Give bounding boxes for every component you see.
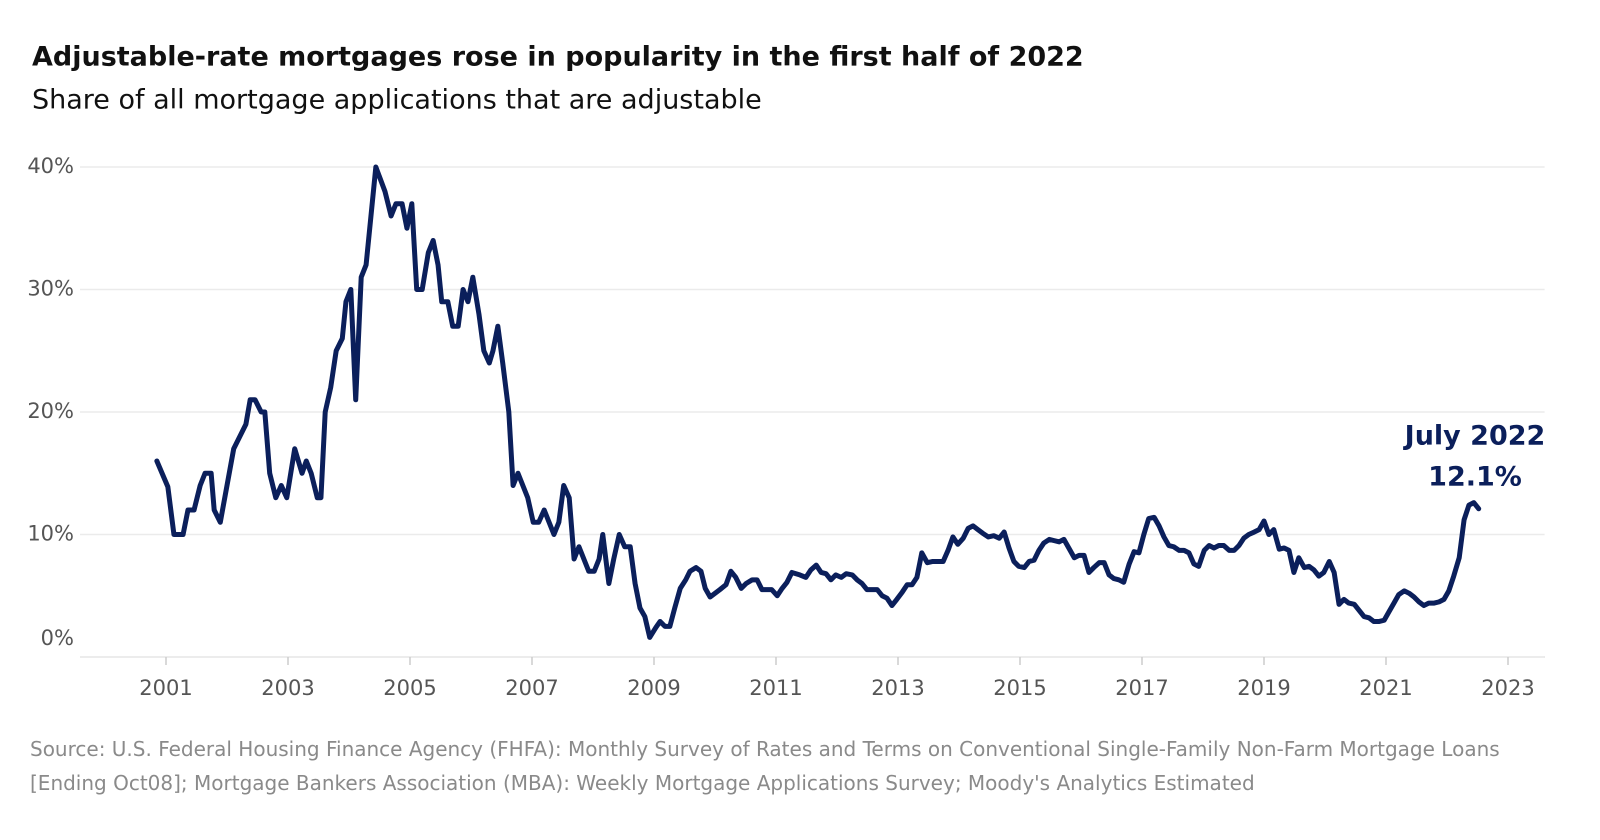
chart-title: Adjustable-rate mortgages rose in popula… — [32, 42, 1084, 73]
x-tick-label: 2007 — [505, 676, 558, 700]
x-tick-label: 2015 — [993, 676, 1046, 700]
y-tick-label: 40% — [27, 154, 74, 178]
x-tick-label: 2009 — [627, 676, 680, 700]
x-tick-label: 2003 — [261, 676, 314, 700]
chart-subtitle: Share of all mortgage applications that … — [32, 85, 762, 116]
annotation-value: 12.1% — [1428, 462, 1522, 493]
y-tick-label: 0% — [41, 626, 74, 650]
x-tick-label: 2005 — [383, 676, 436, 700]
x-tick-label: 2019 — [1237, 676, 1290, 700]
x-tick-label: 2001 — [139, 676, 192, 700]
y-tick-label: 20% — [27, 399, 74, 423]
x-tick-label: 2021 — [1359, 676, 1412, 700]
source-note: Source: U.S. Federal Housing Finance Age… — [30, 737, 1500, 795]
x-tick-label: 2017 — [1115, 676, 1168, 700]
y-tick-label: 30% — [27, 276, 74, 300]
y-tick-label: 10% — [27, 521, 74, 545]
annotation-title: July 2022 — [1403, 421, 1546, 452]
x-tick-label: 2011 — [749, 676, 802, 700]
x-tick-label: 2023 — [1481, 676, 1534, 700]
x-tick-label: 2013 — [871, 676, 924, 700]
series-line — [154, 164, 1482, 640]
